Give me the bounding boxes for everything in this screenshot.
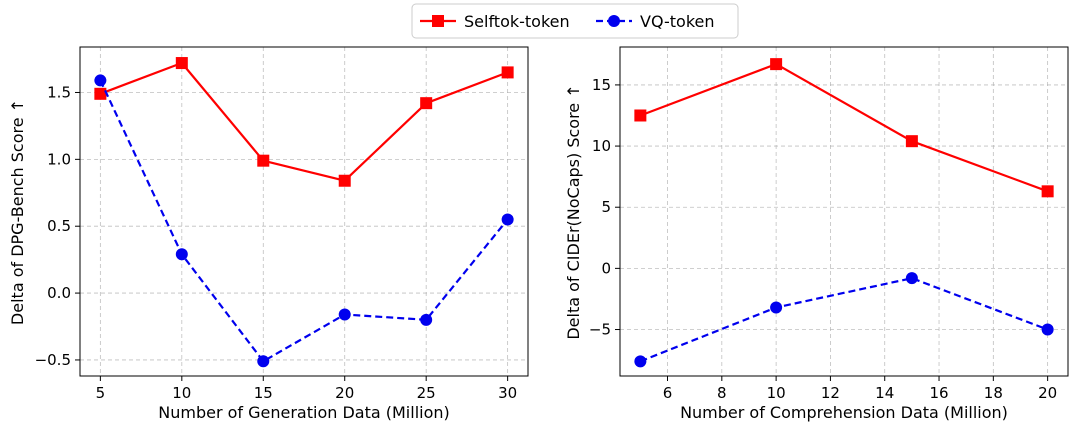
xtick-label-18: 18 xyxy=(984,384,1003,402)
xtick-label-10: 10 xyxy=(172,384,191,402)
grid-generation xyxy=(80,47,528,376)
legend-entry-vq: VQ-token xyxy=(596,12,715,31)
point-vq-generation-10 xyxy=(175,248,188,261)
xtick-label-8: 8 xyxy=(717,384,727,402)
point-vq-generation-5 xyxy=(94,74,107,87)
ytick-label-4: 15 xyxy=(592,76,611,94)
legend-marker-selftok xyxy=(432,15,444,27)
xtick-label-12: 12 xyxy=(821,384,840,402)
point-selftok-generation-15 xyxy=(257,154,270,167)
xlabel-generation: Number of Generation Data (Million) xyxy=(158,403,450,422)
ytick-label-2: 5 xyxy=(601,198,611,216)
series-line-vq-comprehension xyxy=(639,277,1048,363)
legend-marker-vq xyxy=(608,15,620,27)
point-vq-generation-20 xyxy=(338,308,351,321)
panel-comprehension: 6 8 10 12 14 16 18 20 −5 0 5 10 15 Number of Compreh… xyxy=(564,46,1069,422)
point-selftok-generation-30 xyxy=(501,66,514,79)
panel-generation: 5 10 15 20 25 30 −0.5 0.0 0.5 1.0 1.5 Number of Ge… xyxy=(8,46,529,422)
xtick-label-5: 5 xyxy=(96,384,106,402)
axes-frame-generation xyxy=(79,46,529,377)
xtick-label-14: 14 xyxy=(875,384,894,402)
ticks-generation: 5 10 15 20 25 30 −0.5 0.0 0.5 1.0 1.5 xyxy=(35,83,518,402)
point-selftok-comprehension-10 xyxy=(770,58,783,71)
ytick-label-3: 1.0 xyxy=(47,150,71,168)
xtick-label-10: 10 xyxy=(767,384,786,402)
ytick-label-1: 0.0 xyxy=(47,284,71,302)
point-vq-comprehension-20 xyxy=(1041,323,1054,336)
series-line-selftok-comprehension xyxy=(640,62,1048,193)
point-selftok-comprehension-20 xyxy=(1041,185,1054,198)
point-selftok-comprehension-15 xyxy=(905,135,918,148)
series-comprehension xyxy=(634,58,1054,368)
point-selftok-generation-10 xyxy=(175,57,188,70)
point-vq-comprehension-10 xyxy=(770,301,783,314)
series-line-vq-generation xyxy=(99,79,509,363)
ticks-comprehension: 6 8 10 12 14 16 18 20 −5 0 5 10 15 xyxy=(589,76,1057,402)
xtick-label-25: 25 xyxy=(417,384,436,402)
point-vq-generation-15 xyxy=(257,355,270,368)
point-selftok-comprehension-5 xyxy=(634,109,647,122)
point-vq-generation-25 xyxy=(420,313,433,326)
legend: Selftok-token VQ-token xyxy=(411,3,739,39)
legend-label-vq: VQ-token xyxy=(640,12,715,31)
ytick-label-1: 0 xyxy=(601,259,611,277)
xtick-label-30: 30 xyxy=(498,384,517,402)
legend-entry-selftok: Selftok-token xyxy=(420,12,570,31)
point-selftok-generation-20 xyxy=(338,174,351,187)
point-selftok-generation-25 xyxy=(420,97,433,110)
xlabel-comprehension: Number of Comprehension Data (Million) xyxy=(680,403,1008,422)
xtick-label-16: 16 xyxy=(929,384,948,402)
ytick-label-0: −0.5 xyxy=(35,351,71,369)
xtick-label-15: 15 xyxy=(254,384,273,402)
grid-comprehension xyxy=(620,47,1068,376)
xtick-label-20: 20 xyxy=(1038,384,1057,402)
xtick-label-20: 20 xyxy=(335,384,354,402)
point-vq-comprehension-5 xyxy=(634,355,647,368)
ytick-label-2: 0.5 xyxy=(47,217,71,235)
point-vq-generation-30 xyxy=(501,213,514,226)
ylabel-comprehension: Delta of CIDEr(NoCaps) Score ↑ xyxy=(564,84,583,339)
ytick-label-4: 1.5 xyxy=(47,83,71,101)
xtick-label-6: 6 xyxy=(663,384,673,402)
point-vq-comprehension-15 xyxy=(905,272,918,285)
ylabel-generation: Delta of DPG-Bench Score ↑ xyxy=(8,99,27,325)
point-selftok-generation-5 xyxy=(94,87,107,100)
ytick-label-3: 10 xyxy=(592,137,611,155)
series-line-selftok-generation xyxy=(100,61,508,182)
legend-label-selftok: Selftok-token xyxy=(464,12,570,31)
series-generation xyxy=(94,57,514,368)
ytick-label-0: −5 xyxy=(589,321,611,339)
axes-frame-comprehension xyxy=(619,46,1069,377)
legend-frame xyxy=(411,3,739,39)
